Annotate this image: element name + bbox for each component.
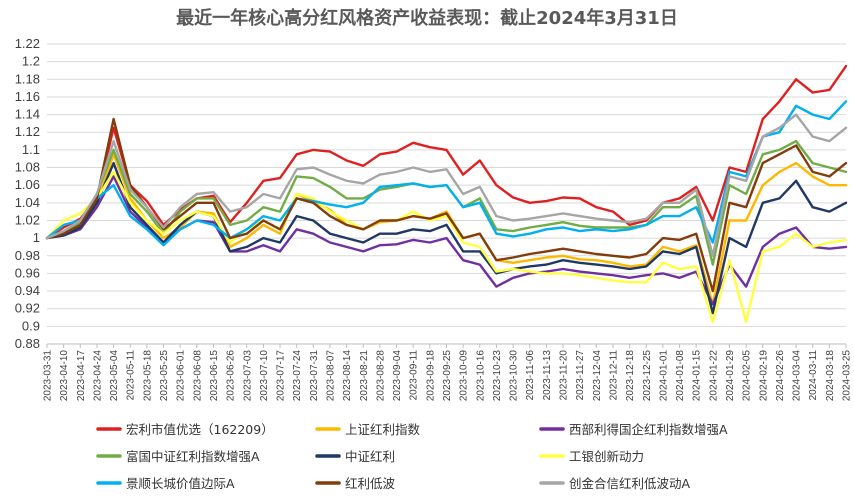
- x-tick-label: 2023-08-28: [375, 350, 386, 402]
- x-tick-label: 2023-04-10: [59, 350, 70, 402]
- x-tick-label: 2023-12-04: [592, 350, 603, 402]
- gridlines: [47, 43, 846, 345]
- y-tick-label: 1: [33, 230, 40, 245]
- x-tick-label: 2024-01-15: [692, 350, 703, 402]
- x-tick-label: 2023-04-24: [92, 350, 103, 402]
- y-tick-label: 1.2: [22, 54, 40, 69]
- series-lines: [45, 64, 848, 324]
- y-tick-label: 0.94: [15, 283, 40, 298]
- x-tick-label: 2023-07-24: [292, 350, 303, 402]
- y-tick-label: 1.1: [22, 142, 40, 157]
- x-tick-label: 2023-11-06: [525, 350, 536, 401]
- y-tick-label: 1.06: [15, 177, 40, 192]
- x-tick-label: 2023-12-25: [642, 350, 653, 402]
- series-line-6: [45, 170, 848, 324]
- y-axis-ticks: 0.88 0.9 0.92 0.94 0.96 0.98 1 1.02 1.04 1.06 1.08…: [15, 36, 40, 351]
- x-tick-label: 2023-09-18: [425, 350, 436, 402]
- x-tick-label: 2023-11-20: [559, 350, 570, 401]
- x-tick-label: 2023-05-18: [142, 350, 153, 402]
- x-tick-label: 2024-01-08: [675, 350, 686, 402]
- y-tick-label: 0.96: [15, 265, 40, 280]
- x-tick-label: 2023-11-13: [542, 350, 553, 401]
- x-tick-label: 2023-09-11: [409, 350, 420, 401]
- x-tick-label: 2023-05-25: [159, 350, 170, 402]
- y-tick-label: 1.08: [15, 160, 40, 175]
- x-tick-label: 2023-07-17: [276, 350, 287, 402]
- x-tick-label: 2023-12-18: [625, 350, 636, 402]
- x-tick-label: 2023-10-30: [509, 350, 520, 402]
- x-tick-label: 2023-05-04: [109, 350, 120, 402]
- x-tick-label: 2023-10-16: [475, 350, 486, 402]
- series-line-7: [45, 100, 848, 247]
- x-tick-label: 2023-10-23: [492, 350, 503, 402]
- x-tick-label: 2024-01-22: [708, 350, 719, 402]
- x-tick-label: 2023-08-21: [359, 350, 370, 402]
- legend: 宏利市值优选（162209） 上证红利指数 西部利得国企红利指数增强A 富国中证红利指…: [96, 422, 728, 491]
- x-tick-label: 2023-08-07: [325, 350, 336, 402]
- x-tick-label: 2023-09-04: [392, 350, 403, 402]
- x-tick-label: 2024-03-11: [808, 350, 819, 401]
- x-tick-label: 2023-09-25: [442, 350, 453, 402]
- legend-label: 中证红利: [345, 449, 395, 464]
- series-line-8: [45, 117, 848, 293]
- x-tick-label: 2024-02-19: [758, 350, 769, 402]
- legend-label: 景顺长城价值边际A: [126, 476, 235, 491]
- y-tick-label: 0.88: [15, 336, 40, 351]
- x-tick-label: 2023-08-14: [342, 350, 353, 402]
- legend-label: 红利低波: [345, 476, 396, 491]
- x-tick-label: 2024-03-25: [842, 350, 853, 402]
- x-tick-label: 2024-01-01: [658, 350, 669, 402]
- legend-label: 创金合信红利低波动A: [569, 476, 691, 491]
- x-tick-label: 2023-06-08: [192, 350, 203, 402]
- x-tick-label: 2023-06-15: [209, 350, 220, 402]
- y-tick-label: 0.9: [22, 318, 40, 333]
- y-tick-label: 1.12: [15, 124, 40, 139]
- x-tick-label: 2023-06-26: [226, 350, 237, 402]
- x-tick-label: 2024-02-26: [775, 350, 786, 402]
- y-tick-label: 1.14: [15, 107, 40, 122]
- x-tick-label: 2023-12-11: [608, 350, 619, 401]
- x-tick-label: 2023-04-17: [76, 350, 87, 402]
- y-tick-label: 0.92: [15, 301, 40, 316]
- y-tick-label: 1.02: [15, 212, 40, 227]
- legend-label: 宏利市值优选（162209）: [126, 422, 274, 437]
- legend-label: 上证红利指数: [345, 422, 421, 437]
- x-tick-label: 2024-03-04: [792, 350, 803, 402]
- y-tick-label: 1.16: [15, 89, 40, 104]
- series-line-9: [45, 113, 848, 258]
- x-tick-label: 2024-02-05: [742, 350, 753, 402]
- y-tick-label: 0.98: [15, 248, 40, 263]
- x-tick-label: 2023-03-31: [43, 350, 54, 402]
- x-tick-label: 2023-07-10: [259, 350, 270, 402]
- x-tick-label: 2024-03-18: [825, 350, 836, 402]
- chart-title: 最近一年核心高分红风格资产收益表现：截止2024年3月31日: [176, 7, 678, 29]
- x-tick-label: 2023-10-09: [459, 350, 470, 402]
- x-tick-label: 2023-05-11: [126, 350, 137, 401]
- y-tick-label: 1.22: [15, 36, 40, 51]
- x-tick-label: 2023-07-03: [242, 350, 253, 402]
- legend-label: 富国中证红利指数增强A: [126, 449, 260, 464]
- legend-label: 工银创新动力: [569, 449, 644, 464]
- y-tick-label: 1.18: [15, 71, 40, 86]
- x-tick-label: 2023-11-27: [575, 350, 586, 401]
- x-tick-label: 2023-07-31: [309, 350, 320, 402]
- x-tick-label: 2023-06-01: [176, 350, 187, 402]
- legend-label: 西部利得国企红利指数增强A: [569, 422, 728, 437]
- y-tick-label: 1.04: [15, 195, 40, 210]
- series-line-5: [45, 161, 848, 315]
- x-axis-ticks: 2023-03-31 2023-04-10 2023-04-17 2023-04-24…: [43, 343, 853, 402]
- x-tick-label: 2024-01-29: [725, 350, 736, 402]
- series-line-1: [45, 64, 848, 240]
